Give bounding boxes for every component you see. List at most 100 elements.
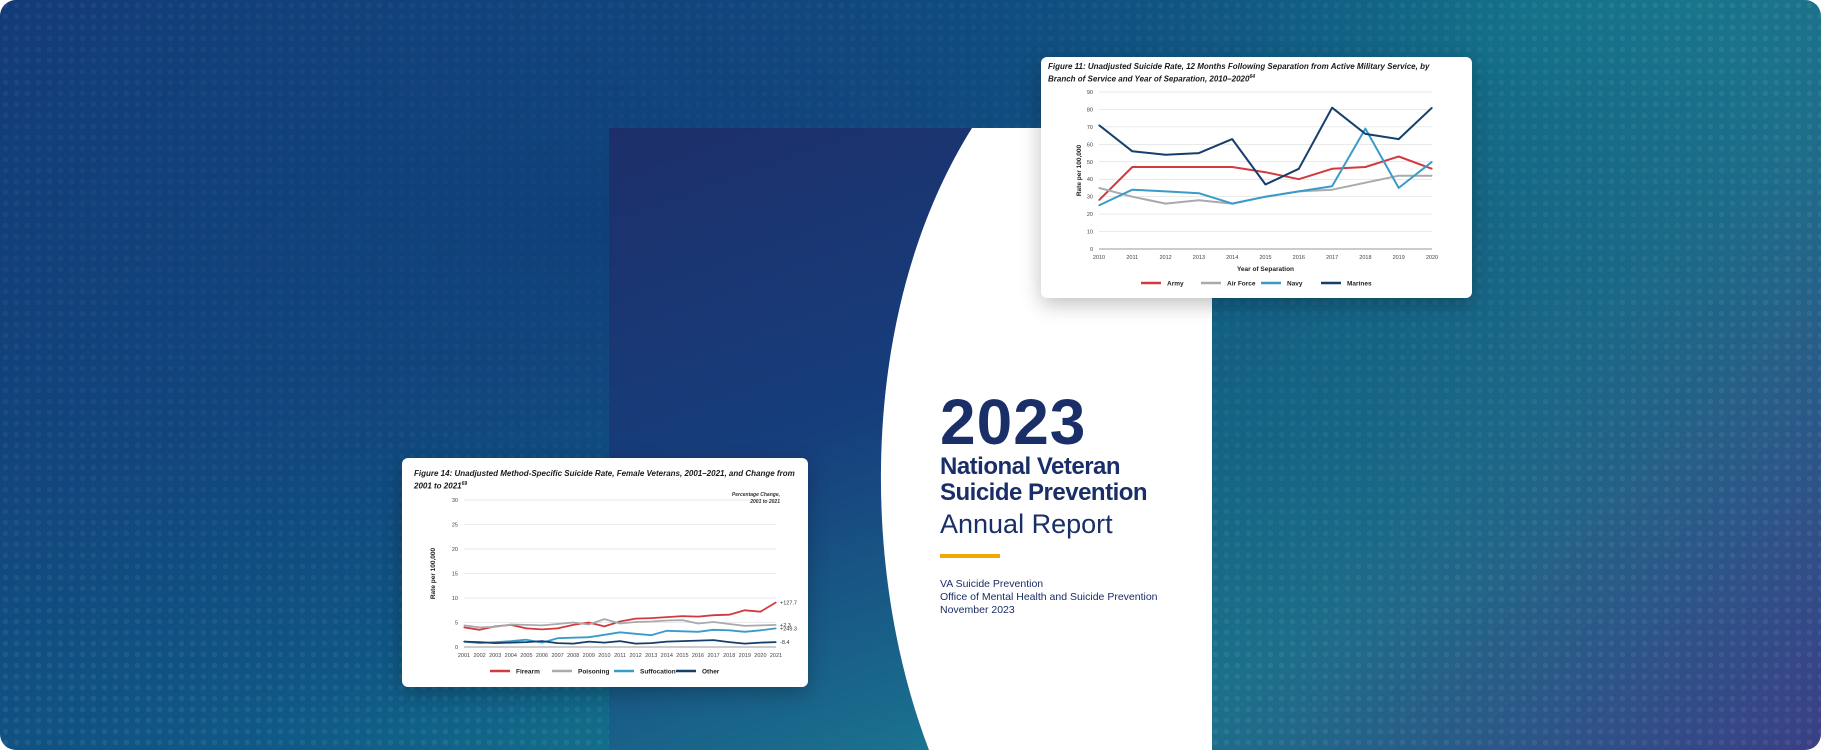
data-point	[603, 625, 605, 628]
legend-label: Marines	[1347, 281, 1372, 288]
data-point	[744, 642, 746, 645]
data-point	[541, 641, 543, 644]
data-point	[463, 641, 465, 643]
data-point	[635, 621, 637, 623]
data-point	[510, 623, 512, 626]
data-point	[1264, 183, 1267, 186]
legend-label: Navy	[1287, 281, 1303, 288]
y-tick-label: 10	[1087, 230, 1093, 236]
report-year: 2023	[940, 386, 1087, 458]
x-tick-label: 2008	[567, 653, 579, 659]
data-point	[525, 639, 527, 641]
data-point	[681, 615, 683, 617]
x-tick-label: 2010	[1093, 255, 1105, 261]
data-point	[572, 621, 574, 624]
y-axis-label: Rate per 100,000	[430, 547, 437, 599]
data-point	[603, 618, 605, 620]
y-tick-label: 0	[455, 645, 458, 651]
x-tick-label: 2012	[1159, 255, 1171, 261]
data-point	[1364, 166, 1366, 168]
data-point	[728, 641, 730, 643]
data-point	[681, 619, 683, 621]
data-point	[650, 620, 652, 623]
y-tick-label: 20	[452, 547, 458, 553]
x-tick-label: 2007	[551, 653, 563, 659]
data-point	[697, 616, 699, 618]
x-tick-label: 2015	[1259, 255, 1271, 261]
data-point	[666, 616, 668, 618]
report-title-line2: Suicide Prevention	[940, 479, 1148, 506]
x-tick-label: 2013	[645, 653, 657, 659]
figure-11-card: Figure 11: Unadjusted Suicide Rate, 12 M…	[1041, 57, 1472, 298]
y-tick-label: 40	[1087, 177, 1093, 183]
data-point	[681, 640, 683, 642]
data-point	[479, 629, 481, 631]
x-tick-label: 2011	[614, 653, 626, 659]
org-line-1: VA Suicide Prevention	[940, 578, 1044, 590]
data-point	[775, 601, 777, 604]
x-tick-label: 2006	[536, 653, 548, 659]
data-point	[1364, 133, 1366, 135]
series-line-firearm	[463, 601, 777, 631]
change-label: +127.7	[780, 600, 797, 606]
data-point	[1165, 154, 1167, 156]
data-point	[1331, 168, 1333, 170]
x-tick-label: 2009	[583, 653, 595, 659]
data-point	[681, 630, 683, 632]
accent-bar	[940, 554, 1000, 558]
data-point	[1098, 124, 1100, 126]
data-point	[1131, 166, 1133, 168]
x-tick-label: 2011	[1126, 255, 1138, 261]
figure-14-chart: 0 5 10 15 20 25 30 2001 2002 2003 2004 2005 2006 2007…	[430, 492, 797, 676]
data-point	[1198, 199, 1200, 201]
data-point	[728, 629, 730, 631]
data-point	[697, 640, 699, 642]
data-point	[759, 624, 761, 627]
data-point	[775, 627, 777, 629]
change-label: -8.4	[780, 640, 789, 646]
x-tick-label: 2013	[1193, 255, 1205, 261]
data-point	[619, 640, 621, 642]
x-tick-label: 2021	[770, 653, 782, 659]
data-point	[510, 640, 512, 642]
annotation-text: 2001 to 2021	[749, 499, 780, 505]
data-point	[728, 614, 730, 616]
data-point	[775, 624, 777, 626]
data-point	[572, 624, 574, 626]
data-point	[759, 641, 761, 644]
x-tick-label: 2002	[473, 653, 485, 659]
data-point	[650, 642, 652, 644]
x-axis-label: Year of Separation	[1237, 266, 1294, 273]
legend-label: Suffocation	[640, 669, 676, 676]
data-point	[666, 641, 668, 643]
data-point	[1331, 189, 1333, 191]
data-point	[603, 634, 605, 636]
data-point	[588, 641, 590, 643]
legend-label: Air Force	[1227, 281, 1256, 288]
data-point	[635, 633, 637, 635]
data-point	[1431, 107, 1433, 109]
data-point	[510, 641, 512, 644]
data-point	[588, 636, 590, 638]
y-axis-label: Rate per 100,000	[1076, 144, 1083, 196]
org-line-3: November 2023	[940, 604, 1015, 616]
data-point	[1398, 187, 1400, 189]
data-point	[1431, 175, 1433, 177]
data-point	[1264, 196, 1267, 198]
data-point	[1198, 166, 1200, 168]
data-point	[603, 641, 605, 644]
x-tick-label: 2016	[1293, 255, 1305, 261]
data-point	[666, 619, 668, 622]
data-point	[588, 623, 590, 626]
x-tick-label: 2019	[1393, 255, 1405, 261]
data-point	[572, 637, 574, 639]
x-tick-label: 2010	[598, 653, 610, 659]
x-tick-label: 2003	[489, 653, 501, 659]
y-tick-label: 30	[1087, 195, 1093, 201]
data-point	[1431, 161, 1433, 163]
y-tick-label: 0	[1090, 247, 1093, 253]
annotation-text: Percentage Change,	[732, 492, 780, 498]
data-point	[1098, 187, 1100, 189]
data-point	[463, 624, 465, 627]
